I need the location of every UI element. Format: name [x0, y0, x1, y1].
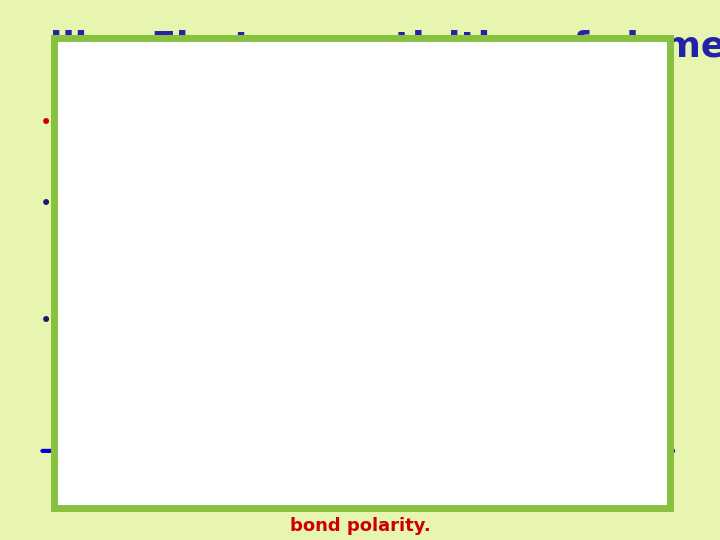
- Text: C-H: C-H: [274, 370, 306, 388]
- FancyArrowPatch shape: [42, 446, 673, 456]
- Text: measure the ability of an atom to attract to: measure the ability of an atom to attrac…: [254, 113, 647, 131]
- Text: •: •: [40, 310, 52, 330]
- Text: iii.    Electronegativities of elements: iii. Electronegativities of elements: [50, 30, 720, 64]
- Text: Bond polarity is due to differences in electronegativities.: Bond polarity is due to differences in e…: [61, 310, 573, 328]
- Text: moving from left to right in periodic table and decrease moving: moving from left to right in periodic ta…: [61, 231, 635, 249]
- Text: Non-polar: Non-polar: [54, 405, 143, 423]
- Text: Among the main group elements, electronegativity increases: Among the main group elements, electrone…: [61, 194, 614, 212]
- Text: polar covalent
bond: polar covalent bond: [464, 405, 594, 444]
- Text: itself the electron pair forming a covalent bond.: itself the electron pair forming a coval…: [61, 150, 493, 168]
- Text: H- H: H- H: [54, 370, 94, 388]
- Text: Electronegativity: Electronegativity: [61, 113, 235, 131]
- Text: bond polarity.: bond polarity.: [289, 517, 431, 535]
- Text: •: •: [40, 113, 52, 133]
- Text: The greater the differences in electronegativity the more polar the: The greater the differences in electrone…: [58, 486, 662, 504]
- Text: more polar: more polar: [305, 410, 415, 428]
- Text: down a group.: down a group.: [61, 268, 191, 286]
- Text: •: •: [40, 194, 52, 214]
- Text: C-F: C-F: [464, 370, 494, 388]
